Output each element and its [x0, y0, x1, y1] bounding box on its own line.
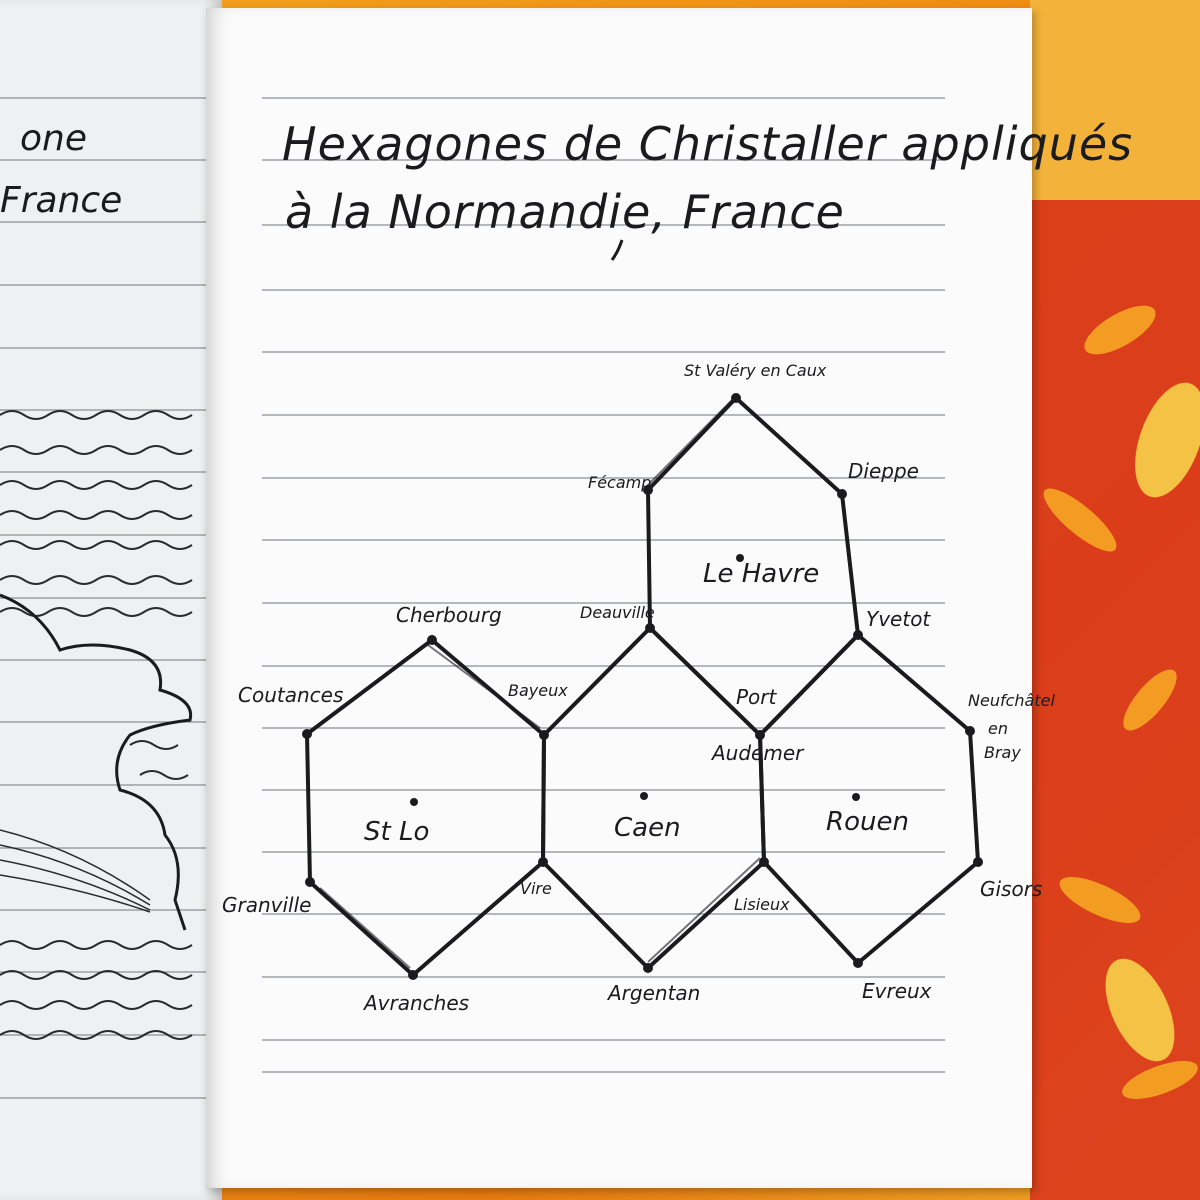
- center-le-havre: Le Havre: [703, 559, 819, 589]
- label-cherbourg: Cherbourg: [396, 603, 502, 627]
- hatched-area: [0, 829, 151, 913]
- label-vire: Vire: [520, 879, 552, 898]
- label-coutances: Coutances: [238, 683, 343, 707]
- label-audemer: Audemer: [710, 741, 805, 765]
- title-line-2: à la Normandie, France: [285, 185, 845, 239]
- label-yvetot: Yvetot: [866, 607, 931, 631]
- center-st-lo: St Lo: [364, 817, 429, 847]
- label-gisors: Gisors: [980, 877, 1042, 901]
- hexagon-sketch-strokes: [319, 395, 761, 969]
- label-neufchatel-bray: Bray: [984, 743, 1021, 762]
- label-dieppe: Dieppe: [848, 459, 919, 483]
- sea-waves: [0, 410, 193, 1040]
- label-lisieux: Lisieux: [734, 895, 790, 914]
- label-deauville: Deauville: [580, 603, 655, 622]
- title-comma-mark: [610, 239, 624, 261]
- label-granville: Granville: [222, 893, 311, 917]
- right-notebook-page: [206, 8, 1032, 1188]
- left-page-word-one: one: [20, 118, 87, 159]
- label-st-valery: St Valéry en Caux: [684, 361, 827, 380]
- label-avranches: Avranches: [362, 991, 469, 1015]
- title-line-1: Hexagones de Christaller appliqués: [282, 117, 1133, 171]
- center-caen: Caen: [614, 813, 681, 843]
- label-neufchatel: Neufchâtel: [968, 691, 1055, 710]
- left-notebook-page: one France: [0, 0, 222, 1200]
- vertex-dots: [302, 393, 983, 980]
- label-evreux: Evreux: [862, 979, 932, 1003]
- center-rouen: Rouen: [826, 807, 909, 837]
- ruled-lines: [262, 97, 945, 1073]
- label-neufchatel-en: en: [988, 719, 1008, 738]
- label-argentan: Argentan: [606, 981, 700, 1005]
- left-page-drawing: one France: [0, 78, 216, 1102]
- coastline-sketch: [0, 593, 193, 931]
- label-bayeux: Bayeux: [508, 681, 568, 700]
- label-port: Port: [736, 685, 778, 709]
- hexagon-caen: [541, 626, 766, 970]
- left-page-word-france: France: [0, 180, 122, 221]
- label-fecamp: Fécamp: [588, 473, 651, 492]
